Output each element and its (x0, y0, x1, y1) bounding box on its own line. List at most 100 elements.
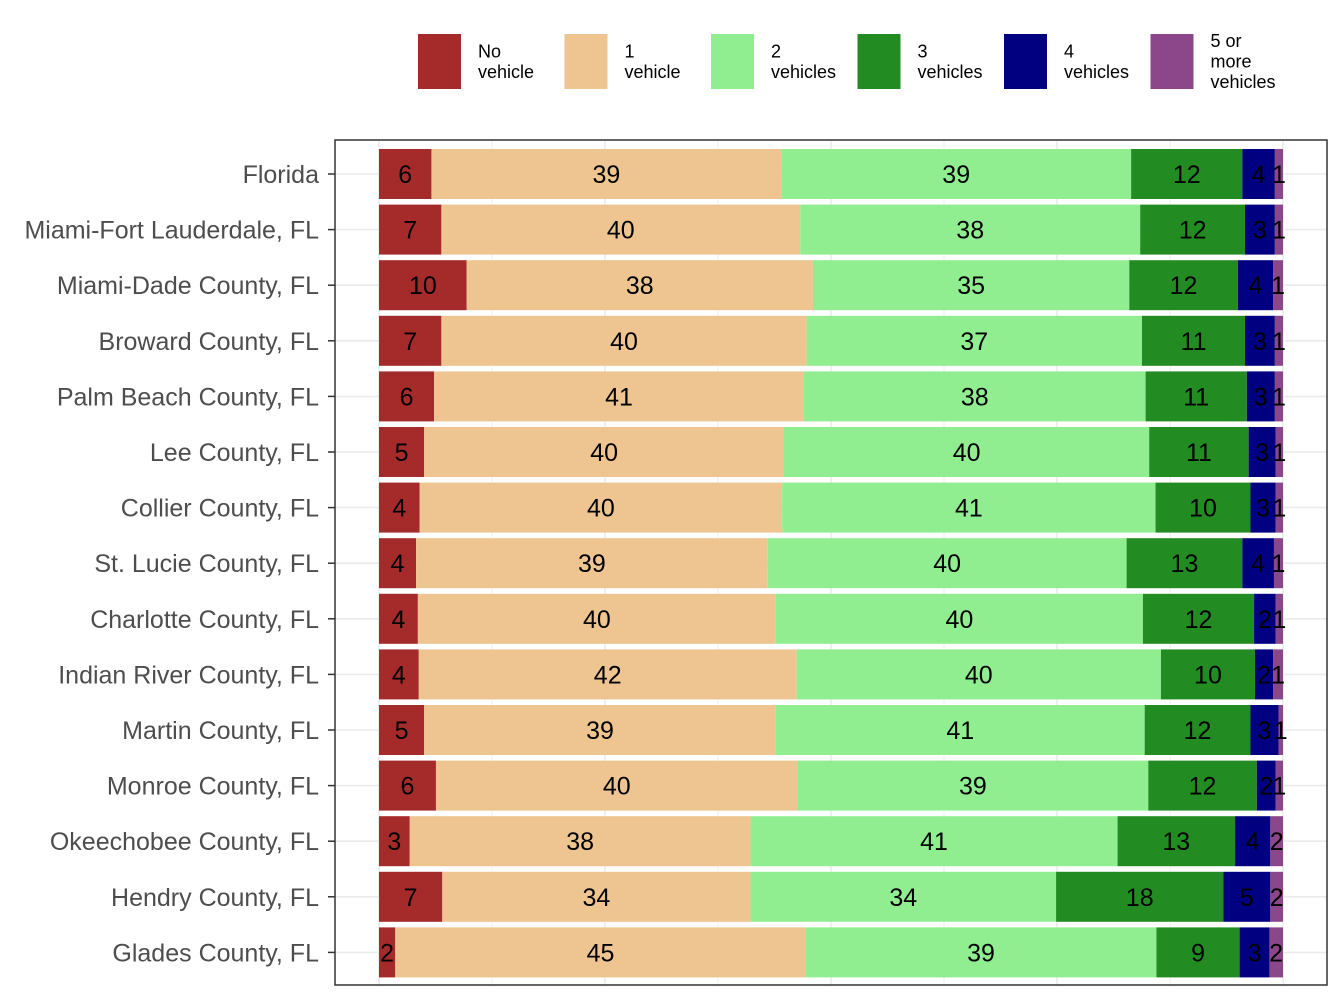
bar-monroe-county-fl-2-vehicles (797, 760, 1149, 811)
bar-florida-2-vehicles (781, 149, 1132, 199)
bar-martin-county-fl-1-vehicle (424, 705, 776, 755)
legend-label: No (478, 41, 501, 61)
bar-lee-county-fl-2-vehicles (783, 427, 1150, 477)
data-label: 1 (1272, 161, 1286, 189)
bar-st-lucie-county-fl-1-vehicle (416, 538, 768, 589)
data-label: 40 (607, 217, 635, 245)
data-label: 41 (920, 828, 948, 856)
bar-charlotte-county-fl-4-vehicles (1254, 593, 1276, 644)
y-tick-label: Charlotte County, FL (90, 606, 319, 634)
data-label: 1 (1272, 217, 1286, 245)
bar-glades-county-fl-2-vehicles (805, 927, 1157, 978)
data-label: 12 (1189, 773, 1217, 801)
plot-panel-border (334, 139, 1328, 986)
bar-broward-county-fl-3-vehicles (1141, 315, 1246, 366)
y-tick-label: Indian River County, FL (58, 661, 319, 689)
bar-labels: 6 39 39 12 4 17 40 38 12 3 110 38 35 12 4 17 40 37 11 3 16 41… (380, 161, 1288, 967)
bar-broward-county-fl-1-vehicle (441, 315, 807, 366)
bar-st-lucie-county-fl-4-vehicles (1242, 538, 1274, 589)
legend-label: 5 or (1211, 31, 1242, 51)
data-label: 39 (586, 717, 614, 745)
data-label: 40 (587, 495, 615, 523)
legend-label: 2 (771, 41, 781, 61)
y-tick-label: Miami-Fort Lauderdale, FL (24, 217, 319, 245)
bar-miami-fort-lauderdale-fl-1-vehicle (441, 204, 801, 255)
bar-monroe-county-fl-3-vehicles (1148, 760, 1257, 811)
bar-palm-beach-county-fl-2-vehicles (803, 371, 1146, 422)
bars (379, 149, 1283, 978)
bar-martin-county-fl-5-or-more-vehicles (1278, 705, 1283, 755)
bar-hendry-county-fl-2-vehicles (750, 871, 1057, 922)
data-label: 7 (403, 328, 417, 356)
bar-glades-county-fl-3-vehicles (1156, 927, 1240, 978)
bar-collier-county-fl-3-vehicles (1155, 482, 1251, 533)
bar-florida-3-vehicles (1131, 149, 1243, 199)
bar-hendry-county-fl-3-vehicles (1056, 871, 1224, 922)
legend-label: 3 (918, 41, 928, 61)
bar-okeechobee-county-fl-3-vehicles (1117, 816, 1236, 867)
data-label: 5 (395, 439, 409, 467)
bar-broward-county-fl-no-vehicle (379, 315, 442, 366)
y-tick-label: Hendry County, FL (111, 884, 319, 912)
data-label: 3 (1255, 439, 1269, 467)
bar-indian-river-county-fl-5-or-more-vehicles (1273, 649, 1283, 700)
data-label: 2 (380, 939, 394, 967)
data-label: 4 (1246, 828, 1260, 856)
data-label: 4 (391, 606, 405, 634)
bar-monroe-county-fl-5-or-more-vehicles (1275, 760, 1283, 811)
data-label: 12 (1185, 606, 1213, 634)
data-label: 40 (933, 550, 961, 578)
bar-indian-river-county-fl-2-vehicles (796, 649, 1161, 700)
bar-miami-fort-lauderdale-fl-3-vehicles (1140, 204, 1246, 255)
data-label: 10 (409, 272, 437, 300)
bar-hendry-county-fl-1-vehicle (442, 871, 751, 922)
data-label: 4 (392, 495, 406, 523)
bar-charlotte-county-fl-5-or-more-vehicles (1275, 593, 1283, 644)
data-label: 39 (942, 161, 970, 189)
y-tick-label: Palm Beach County, FL (57, 383, 319, 411)
bar-miami-fort-lauderdale-fl-no-vehicle (379, 204, 442, 255)
data-label: 13 (1171, 550, 1199, 578)
bar-broward-county-fl-5-or-more-vehicles (1274, 315, 1283, 366)
data-label: 1 (1272, 773, 1286, 801)
data-label: 34 (889, 884, 917, 912)
data-label: 5 (1240, 884, 1254, 912)
bar-glades-county-fl-no-vehicle (379, 927, 396, 978)
data-label: 6 (400, 383, 414, 411)
bar-okeechobee-county-fl-no-vehicle (379, 816, 410, 867)
bar-okeechobee-county-fl-2-vehicles (750, 816, 1118, 867)
data-label: 3 (1254, 383, 1268, 411)
y-tick-label: Lee County, FL (150, 439, 319, 467)
data-label: 39 (959, 773, 987, 801)
data-label: 6 (398, 161, 412, 189)
data-label: 3 (1253, 217, 1267, 245)
data-label: 6 (401, 773, 415, 801)
data-label: 34 (583, 884, 611, 912)
bar-st-lucie-county-fl-3-vehicles (1126, 538, 1243, 589)
bar-miami-dade-county-fl-1-vehicle (466, 260, 813, 311)
data-label: 42 (594, 661, 622, 689)
bar-florida-no-vehicle (379, 149, 432, 199)
bar-miami-fort-lauderdale-fl-5-or-more-vehicles (1274, 204, 1283, 255)
legend-key-1-vehicle (564, 34, 608, 89)
y-tick-label: Florida (243, 161, 320, 189)
data-label: 4 (1248, 272, 1262, 300)
bar-broward-county-fl-4-vehicles (1245, 315, 1275, 366)
data-label: 2 (1270, 828, 1284, 856)
y-tick-label: Okeechobee County, FL (50, 828, 319, 856)
data-label: 10 (1189, 495, 1217, 523)
bar-monroe-county-fl-1-vehicle (435, 760, 798, 811)
legend-key-no-vehicle (418, 34, 461, 89)
bar-collier-county-fl-4-vehicles (1250, 482, 1276, 533)
data-label: 40 (965, 661, 993, 689)
data-label: 12 (1173, 161, 1201, 189)
bar-monroe-county-fl-no-vehicle (379, 760, 436, 811)
data-label: 4 (391, 550, 405, 578)
y-tick-label: St. Lucie County, FL (94, 550, 319, 578)
data-label: 4 (392, 661, 406, 689)
